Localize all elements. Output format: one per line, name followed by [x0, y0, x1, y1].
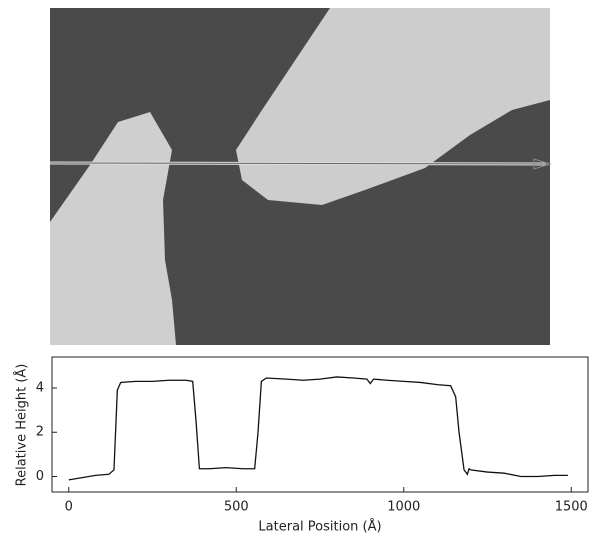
x-axis-label: Lateral Position (Å) [258, 519, 381, 535]
x-tick-label: 500 [224, 500, 249, 515]
stm-image [49, 8, 552, 345]
terrace-right [236, 8, 550, 205]
terrace-left [50, 112, 176, 345]
plot-frame [51, 356, 589, 493]
profile-curve [68, 376, 568, 481]
x-tick-label: 0 [65, 500, 73, 515]
y-tick-label: 2 [36, 425, 44, 440]
x-tick-label: 1000 [387, 500, 420, 515]
y-tick-label: 0 [36, 469, 44, 484]
x-tick-label: 1500 [555, 500, 588, 515]
y-axis-label: Relative Height (Å) [14, 364, 30, 487]
profile-arrow [533, 158, 552, 170]
y-tick-label: 4 [36, 380, 44, 395]
profile-line-core [49, 162, 549, 165]
